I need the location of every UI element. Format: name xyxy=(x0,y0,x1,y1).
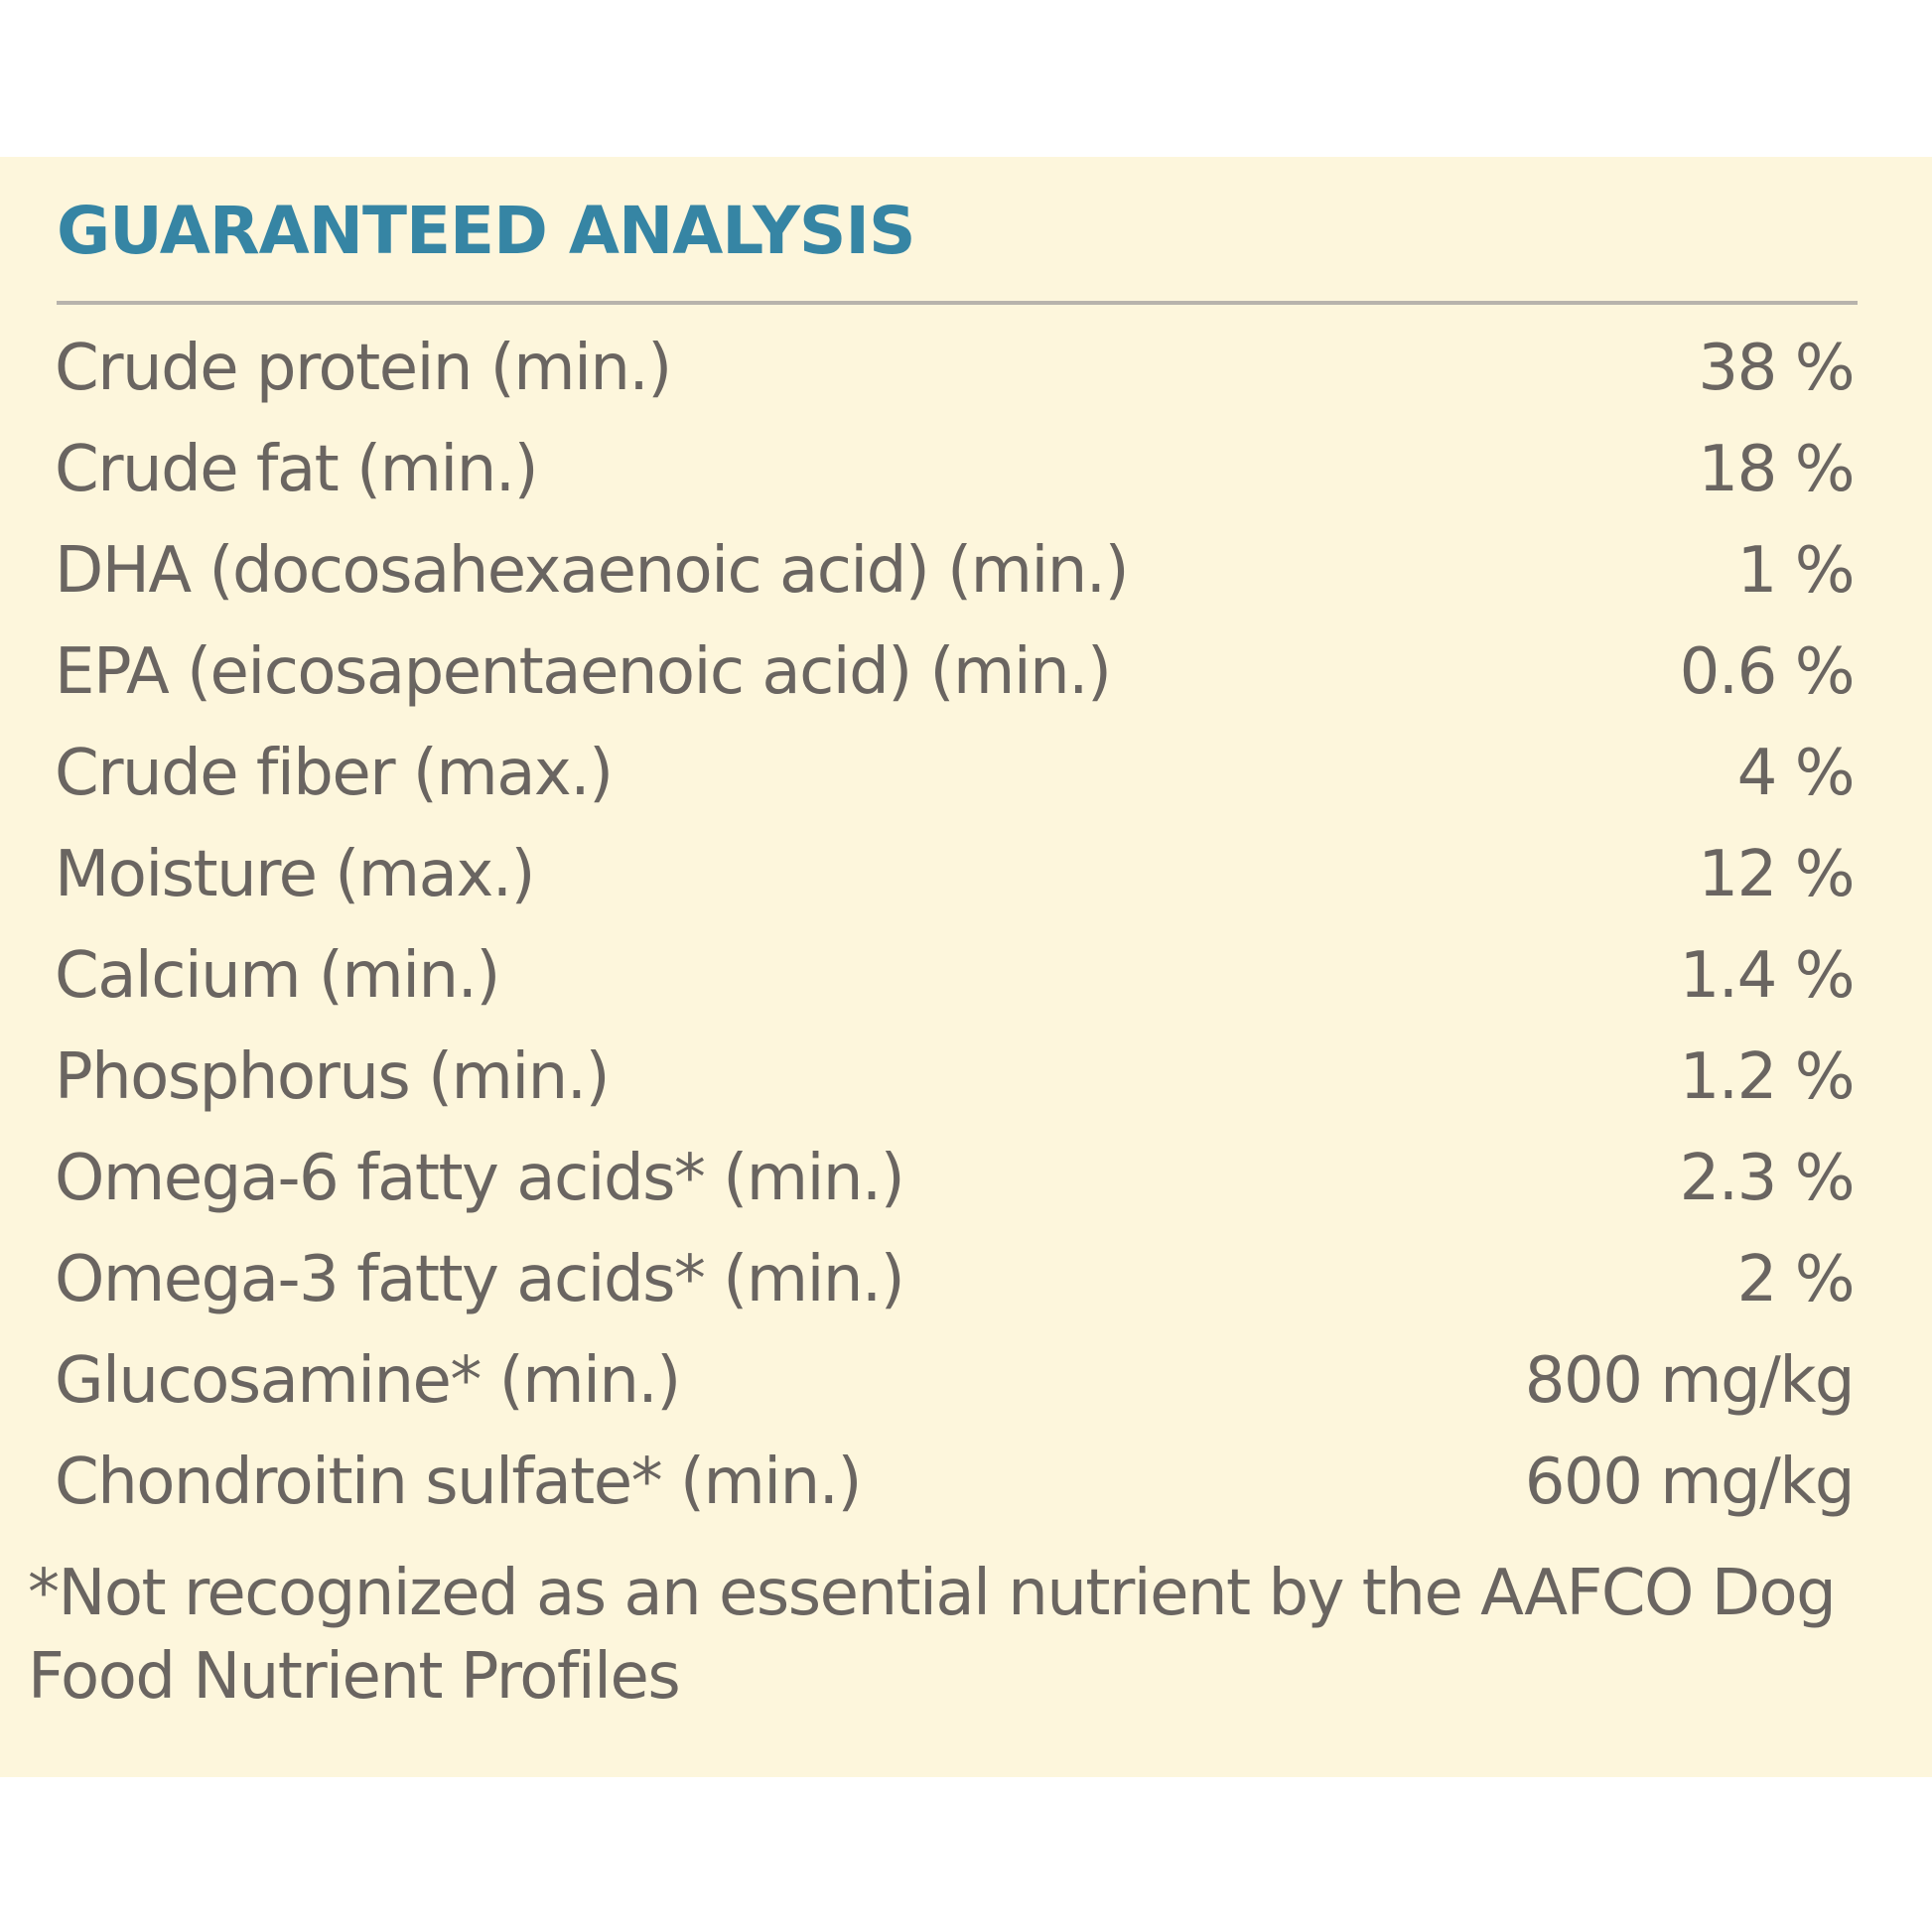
analysis-row: DHA (docosahexaenoic acid) (min.) 1 % xyxy=(55,520,1856,621)
analysis-row: Moisture (max.) 12 % xyxy=(55,824,1855,925)
nutrient-label: Calcium (min.) xyxy=(55,939,500,1013)
analysis-row: Phosphorus (min.) 1.2 % xyxy=(55,1027,1856,1128)
nutrient-value: 18 % xyxy=(1698,433,1855,506)
nutrient-value: 2.3 % xyxy=(1679,1142,1856,1215)
nutrient-value: 1.4 % xyxy=(1679,939,1856,1013)
nutrient-label: Crude fat (min.) xyxy=(55,433,539,506)
analysis-row: Crude protein (min.) 38 % xyxy=(55,318,1855,419)
analysis-row: Calcium (min.) 1.4 % xyxy=(55,925,1856,1027)
analysis-row: Chondroitin sulfate* (min.) 600 mg/kg xyxy=(55,1432,1856,1533)
section-heading: GUARANTEED ANALYSIS xyxy=(57,193,915,269)
heading-divider xyxy=(57,301,1858,305)
nutrient-value: 4 % xyxy=(1736,737,1856,810)
nutrient-label: Crude fiber (max.) xyxy=(55,737,614,810)
analysis-row: Crude fiber (max.) 4 % xyxy=(55,723,1856,824)
nutrient-label: Moisture (max.) xyxy=(55,838,536,911)
analysis-row: Glucosamine* (min.) 800 mg/kg xyxy=(55,1330,1856,1432)
footnote: *Not recognized as an essential nutrient… xyxy=(28,1557,1837,1714)
nutrient-label: Omega-6 fatty acids* (min.) xyxy=(55,1142,905,1215)
nutrient-value: 1 % xyxy=(1736,534,1856,608)
nutrient-label: EPA (eicosapentaenoic acid) (min.) xyxy=(55,635,1112,709)
guaranteed-analysis-panel: GUARANTEED ANALYSIS Crude protein (min.)… xyxy=(0,157,1932,1777)
nutrient-value: 800 mg/kg xyxy=(1524,1344,1856,1418)
nutrient-label: Glucosamine* (min.) xyxy=(55,1344,681,1418)
analysis-row: Omega-6 fatty acids* (min.) 2.3 % xyxy=(55,1128,1856,1229)
nutrient-value: 2 % xyxy=(1736,1243,1856,1316)
nutrient-label: DHA (docosahexaenoic acid) (min.) xyxy=(55,534,1130,608)
nutrient-label: Crude protein (min.) xyxy=(55,332,672,405)
analysis-list: Crude protein (min.) 38 % Crude fat (min… xyxy=(55,318,1856,1533)
nutrient-label: Omega-3 fatty acids* (min.) xyxy=(55,1243,905,1316)
analysis-row: EPA (eicosapentaenoic acid) (min.) 0.6 % xyxy=(55,621,1856,723)
nutrient-label: Chondroitin sulfate* (min.) xyxy=(55,1446,862,1519)
nutrient-label: Phosphorus (min.) xyxy=(55,1040,611,1114)
nutrient-value: 38 % xyxy=(1698,332,1855,405)
nutrient-value: 1.2 % xyxy=(1679,1040,1856,1114)
analysis-row: Crude fat (min.) 18 % xyxy=(55,419,1855,520)
nutrient-value: 0.6 % xyxy=(1679,635,1856,709)
analysis-row: Omega-3 fatty acids* (min.) 2 % xyxy=(55,1229,1856,1330)
nutrient-value: 600 mg/kg xyxy=(1524,1446,1856,1519)
nutrient-value: 12 % xyxy=(1698,838,1855,911)
